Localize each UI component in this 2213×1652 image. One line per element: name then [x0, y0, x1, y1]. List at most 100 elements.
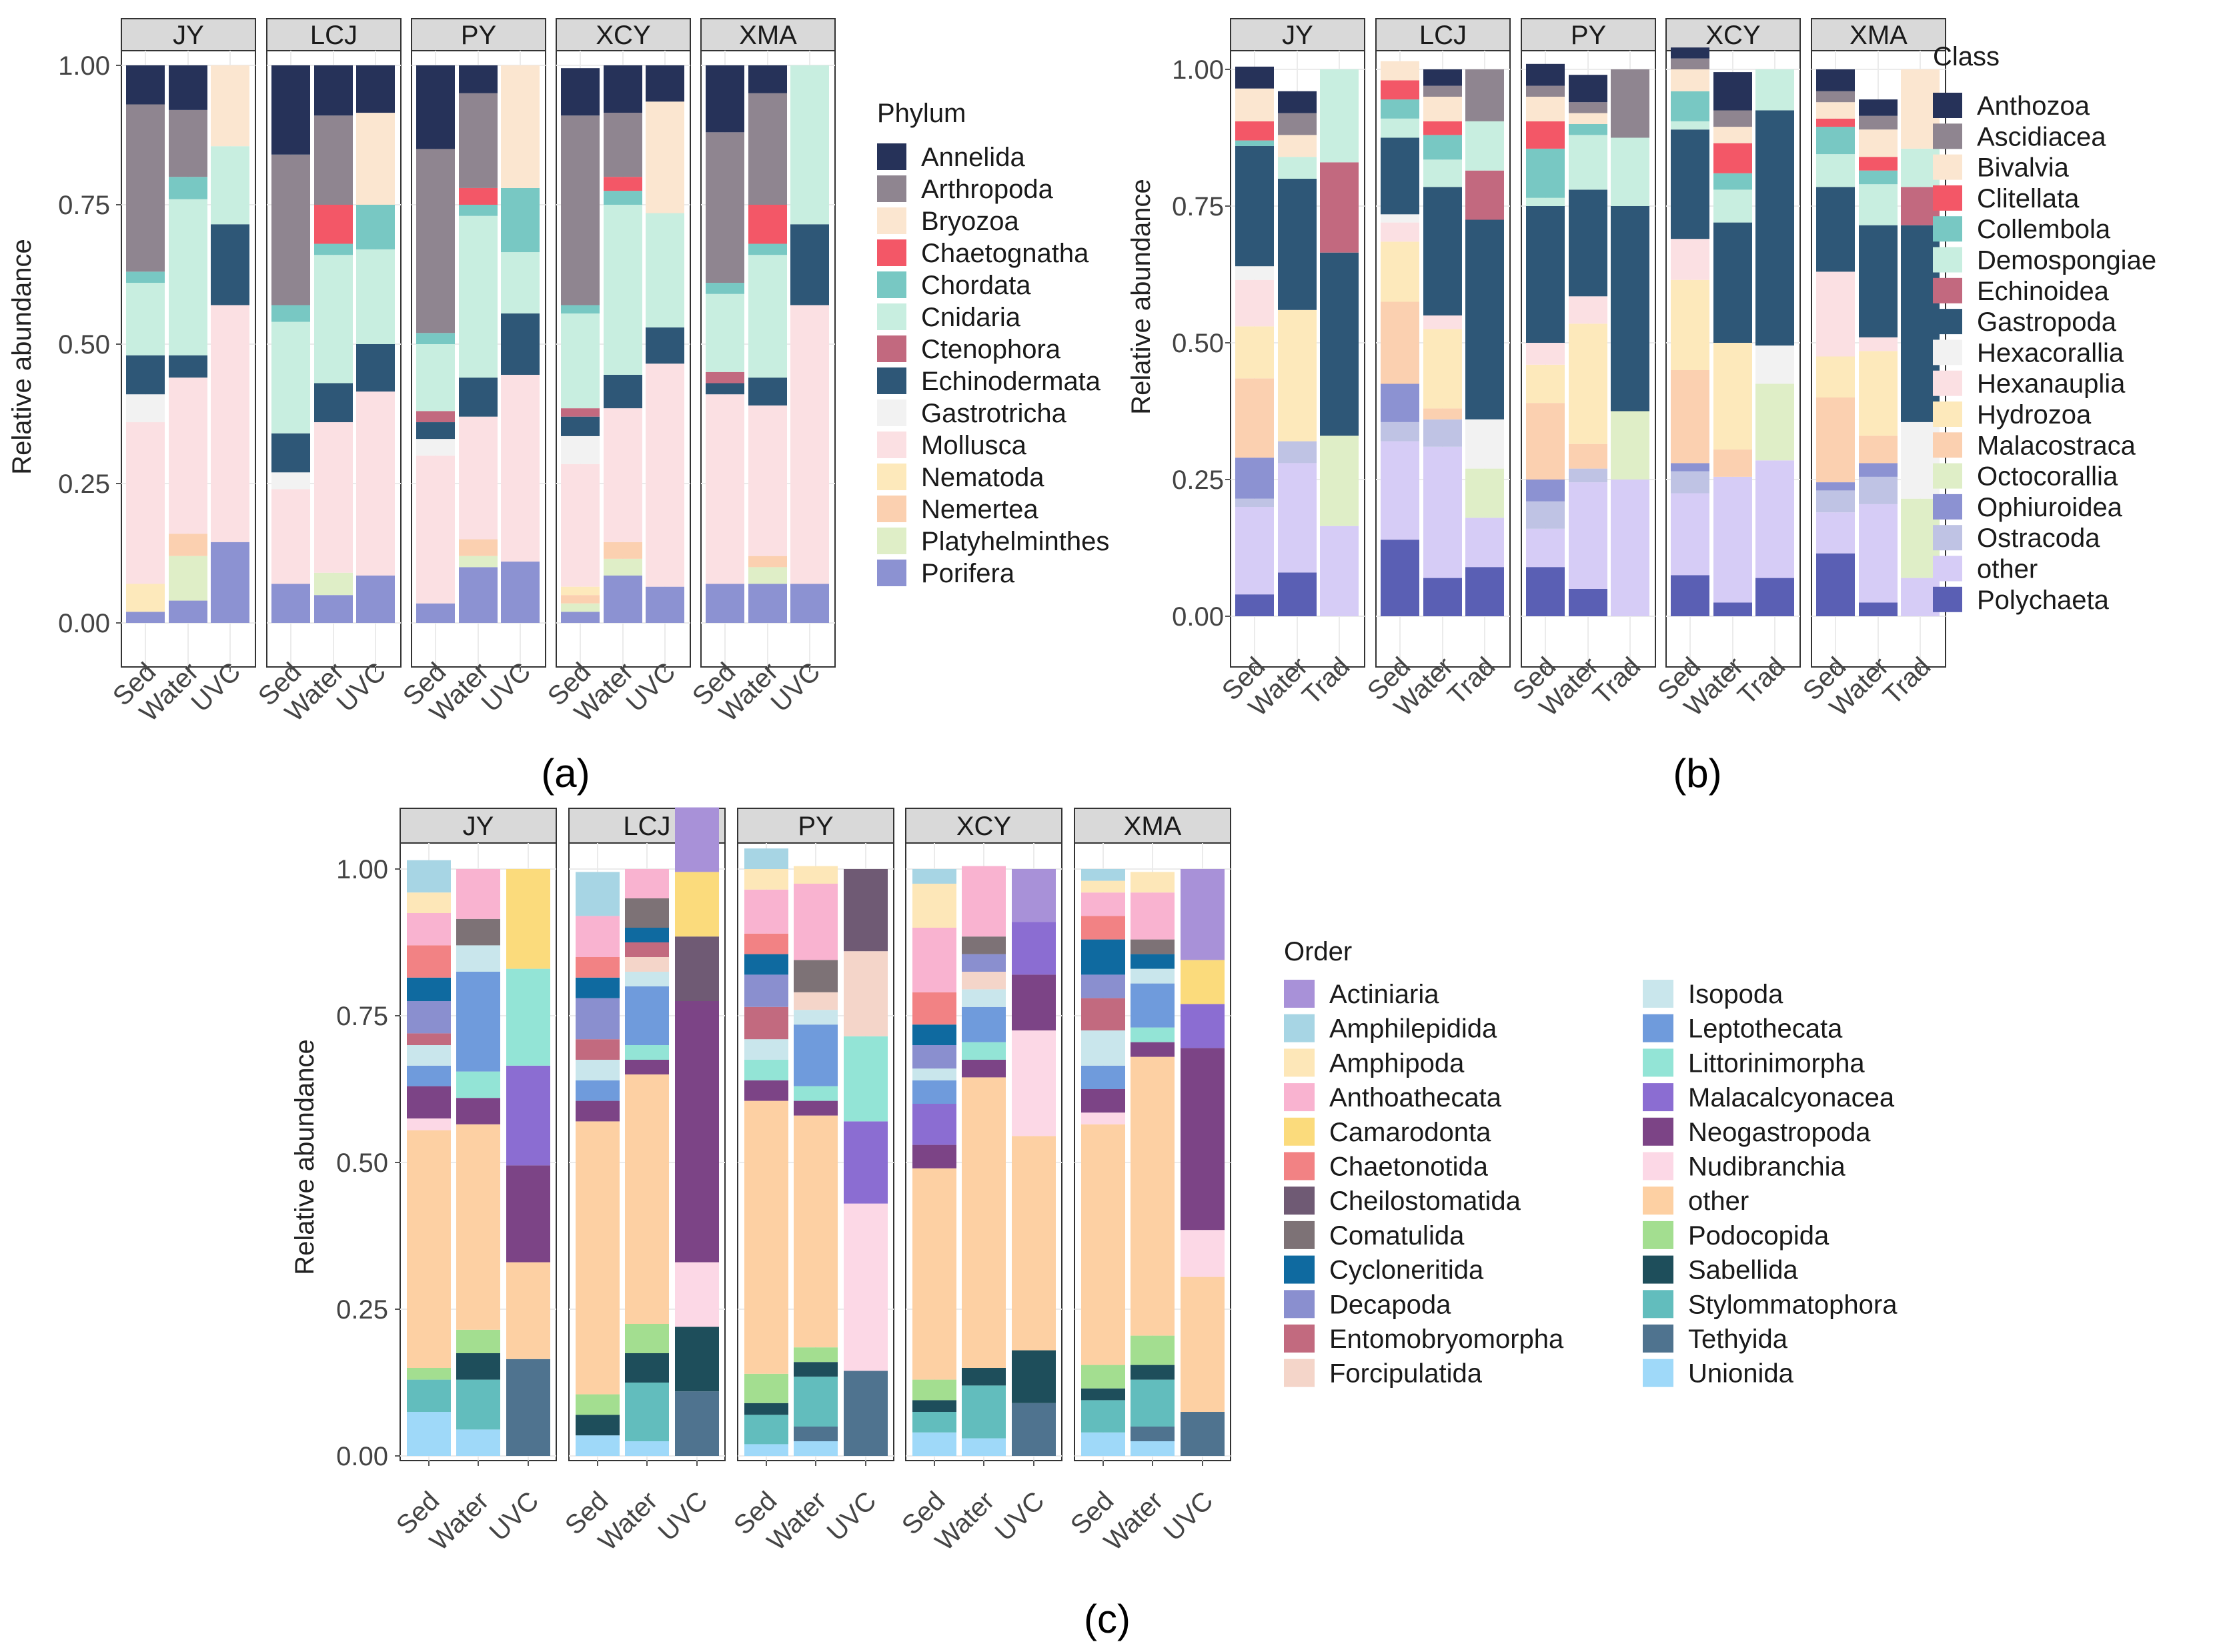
bar-segment-xma-water-tethyida [1131, 1427, 1175, 1441]
y-tick-label: 0.75 [58, 191, 110, 220]
bar-segment-py-water-leptothecata [794, 1024, 838, 1086]
y-axis-title: Relative abundance [1127, 179, 1156, 415]
legend-swatch [877, 496, 906, 522]
bar-segment-jy-water-gastropoda [1278, 179, 1317, 310]
legend-swatch [1933, 556, 1962, 582]
bar-segment-xma-sed-ostracoda [1816, 490, 1855, 513]
legend-item-ostracoda: Ostracoda [1933, 524, 2100, 553]
bar-segment-xcy-water-forcipulatida [962, 972, 1006, 990]
bar-segment-lcj-water-anthoathecata [625, 869, 669, 898]
legend-label: Nemertea [921, 495, 1038, 524]
legend-item-forcipulatida: Forcipulatida [1284, 1359, 1483, 1389]
bar-segment-lcj-sed-hexanauplia [1381, 222, 1419, 242]
bar-segment-jy-trad-demospongiae [1320, 69, 1359, 163]
legend-swatch [877, 239, 906, 266]
bar-segment-py-water-platyhelminthes [459, 556, 498, 568]
bar-segment-jy-sed-hydrozoa [1235, 326, 1274, 379]
legend-label: Leptothecata [1688, 1014, 1843, 1044]
bar-segment-xma-water-porifera [748, 584, 787, 623]
bar-segment-xcy-uvc-actiniaria [1012, 869, 1056, 922]
bar-segment-lcj-water-arthropoda [314, 115, 353, 205]
bar-segment-py-sed-echinodermata [416, 422, 455, 440]
legend-swatch [1284, 1014, 1315, 1042]
bar-segment-xcy-water-demospongiae [1713, 189, 1752, 223]
legend-label: Cnidaria [921, 303, 1021, 332]
legend-swatch [877, 175, 906, 202]
bar-segment-xma-water-ostracoda [1859, 476, 1898, 504]
bar-segment-xcy-sed-other [912, 1168, 956, 1380]
legend-swatch [1284, 1325, 1315, 1353]
legend-label: Chaetonotida [1329, 1152, 1489, 1182]
legend-item-gastrotricha: Gastrotricha [877, 399, 1067, 428]
legend-swatch [1643, 1359, 1673, 1387]
bar-segment-jy-uvc-porifera [211, 542, 249, 623]
bar-segment-xma-sed-unionida [1081, 1432, 1125, 1456]
legend-item-malacostraca: Malacostraca [1933, 431, 2136, 460]
bar-segment-xcy-sed-amphilepidida [912, 869, 956, 884]
bar-segment-jy-sed-neogastropoda [407, 1086, 451, 1118]
bar-segment-xma-sed-hexanauplia [1816, 271, 1855, 357]
legend-swatch [1643, 980, 1673, 1008]
bar-segment-lcj-water-entomobryomorpha [625, 942, 669, 957]
legend-swatch [1643, 1290, 1673, 1319]
bar-segment-xma-sed-polychaeta [1816, 553, 1855, 616]
bar-segment-py-sed-littorinimorpha [744, 1060, 788, 1080]
bar-segment-xcy-sed-bivalvia [1671, 69, 1709, 91]
legend-item-tethyida: Tethyida [1643, 1325, 1788, 1354]
bar-segment-xcy-sed-malacalcyonacea [912, 1104, 956, 1145]
bar-segment-lcj-water-isopoda [625, 972, 669, 986]
legend-swatch [877, 367, 906, 394]
bar-segment-py-water-polychaeta [1569, 589, 1607, 616]
bar-segment-xma-water-hydrozoa [1859, 351, 1898, 436]
bar-segment-lcj-sed-podocopida [576, 1394, 620, 1415]
bar-segment-jy-water-polychaeta [1278, 572, 1317, 616]
bar-segment-xcy-sed-gastrotricha [561, 436, 600, 464]
bar-segment-jy-sed-annelida [126, 65, 165, 105]
bar-segment-xma-water-neogastropoda [1131, 1042, 1175, 1057]
bar-segment-lcj-sed-amphilepidida [576, 872, 620, 916]
bar-segment-xcy-water-sabellida [962, 1368, 1006, 1386]
bar-segment-xcy-sed-gastropoda [1671, 129, 1709, 239]
legend-swatch [1933, 216, 1962, 242]
bar-segment-jy-water-chordata [169, 177, 207, 199]
bar-segment-lcj-uvc-chordata [356, 205, 395, 249]
bar-segment-lcj-uvc-camarodonta [675, 872, 719, 937]
bar-segment-xma-uvc-echinodermata [790, 224, 829, 305]
bar-segment-xma-water-echinodermata [748, 377, 787, 405]
bar-segment-py-uvc-echinodermata [501, 313, 540, 375]
legend-swatch [1933, 586, 1962, 612]
bar-segment-xma-uvc-neogastropoda [1181, 1048, 1225, 1230]
legend-title: Phylum [877, 99, 966, 128]
bar-segment-lcj-uvc-neogastropoda [675, 1001, 719, 1263]
bar-segment-lcj-water-chordata [314, 243, 353, 255]
legend-swatch [1643, 1152, 1673, 1180]
bar-segment-xcy-water-hydrozoa [1713, 343, 1752, 450]
bar-segment-xcy-sed-sabellida [912, 1400, 956, 1412]
bar-segment-lcj-uvc-bryozoa [356, 113, 395, 205]
bar-segment-xma-sed-cycloneritida [1081, 939, 1125, 975]
bar-segment-jy-water-stylommatophora [456, 1379, 500, 1430]
bar-segment-jy-sed-cnidaria [126, 283, 165, 355]
bar-segment-jy-sed-other [1235, 507, 1274, 595]
bar-segment-jy-sed-nematoda [126, 584, 165, 612]
bar-segment-xma-sed-podocopida [1081, 1365, 1125, 1389]
bar-segment-xcy-water-stylommatophora [962, 1385, 1006, 1439]
bar-segment-py-water-echinodermata [459, 377, 498, 417]
bar-segment-lcj-sed-arthropoda [271, 154, 310, 305]
bar-segment-xma-sed-other [1816, 512, 1855, 554]
bar-segment-py-sed-neogastropoda [744, 1080, 788, 1101]
legend-swatch [1933, 494, 1962, 520]
bar-segment-xma-uvc-camarodonta [1181, 960, 1225, 1004]
facet-header-label: LCJ [1419, 21, 1467, 50]
bar-segment-lcj-sed-hydrozoa [1381, 241, 1419, 302]
facet-header-label: XCY [1705, 21, 1760, 50]
bar-segment-lcj-sed-cycloneritida [576, 977, 620, 998]
legend-label: other [1688, 1186, 1749, 1216]
legend-swatch [1933, 277, 1962, 303]
bar-segment-lcj-uvc-nudibranchia [675, 1262, 719, 1327]
legend-swatch [1284, 1152, 1315, 1180]
